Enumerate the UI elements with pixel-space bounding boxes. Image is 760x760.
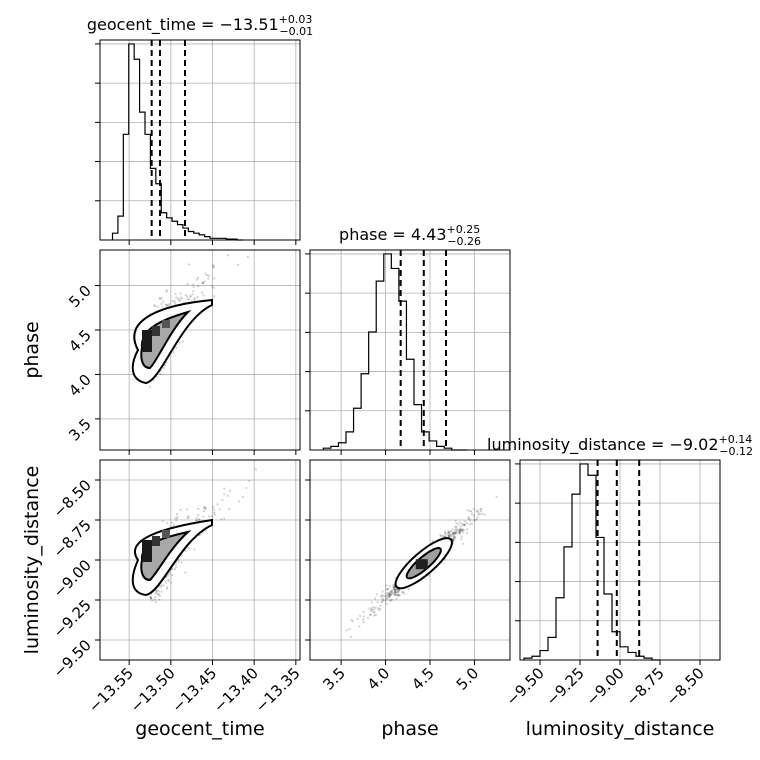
x-tick-label: −9.00 — [583, 664, 628, 709]
panel-frame — [309, 249, 511, 451]
x-tick-label: −9.50 — [503, 664, 548, 709]
y-tick-label: 3.5 — [65, 415, 95, 445]
y-tick-label: 4.5 — [65, 326, 95, 356]
histogram-geocent_time — [111, 43, 243, 241]
x-tick-label: −8.75 — [623, 664, 668, 709]
y-tick-label: −8.50 — [50, 476, 95, 521]
hist-panel-geocent_time — [95, 39, 301, 245]
x-axis-label-geocent_time: geocent_time — [135, 718, 264, 740]
density-block — [152, 536, 160, 546]
y-tick-label: 5.0 — [65, 282, 95, 312]
x-axis-label-phase: phase — [381, 718, 438, 740]
title-luminosity_distance: luminosity_distance = −9.02+0.14 −0.12 — [487, 433, 753, 458]
y-tick-label: −9.00 — [50, 556, 95, 601]
x-tick-label: 4.0 — [364, 664, 394, 694]
panel-frame — [519, 459, 721, 661]
x-tick-label: −13.40 — [210, 664, 262, 716]
panel-frame — [309, 459, 511, 661]
histogram-phase — [322, 253, 467, 451]
x-tick-label: −13.45 — [168, 664, 220, 716]
histogram-luminosity_distance — [523, 463, 660, 661]
x-tick-label: 4.5 — [408, 664, 438, 694]
density-peak — [142, 540, 152, 562]
panel-frame — [99, 39, 301, 241]
y-tick-label: −9.25 — [50, 596, 95, 641]
density-block — [162, 320, 170, 328]
y-axis-label-phase: phase — [21, 321, 43, 378]
title-phase: phase = 4.43+0.25 −0.26 — [339, 223, 481, 248]
y-tick-label: −8.75 — [50, 516, 95, 561]
hist-panel-phase — [305, 249, 511, 455]
scatter-panel-phase-vs-luminosity_distance — [305, 459, 511, 665]
hist-panel-luminosity_distance — [515, 459, 721, 665]
density-peak — [415, 559, 428, 570]
title-geocent_time: geocent_time = −13.51+0.03 −0.01 — [87, 13, 313, 38]
y-tick-label: 4.0 — [65, 371, 95, 401]
y-tick-label: −9.50 — [50, 636, 95, 681]
scatter-panel-geocent_time-vs-luminosity_distance — [95, 459, 301, 665]
x-tick-label: 3.5 — [319, 664, 349, 694]
panel-frame — [99, 249, 301, 451]
density-peak — [142, 330, 152, 352]
x-axis-label-luminosity_distance: luminosity_distance — [526, 718, 715, 740]
x-tick-label: −8.50 — [663, 664, 708, 709]
x-tick-label: −9.25 — [543, 664, 588, 709]
x-tick-label: 5.0 — [453, 664, 483, 694]
x-tick-label: −13.55 — [85, 664, 137, 716]
density-block — [162, 530, 170, 538]
density-block — [152, 326, 160, 336]
x-tick-label: −13.35 — [252, 664, 304, 716]
panel-frame — [99, 459, 301, 661]
x-tick-label: −13.50 — [127, 664, 179, 716]
scatter-panel-geocent_time-vs-phase — [95, 249, 301, 455]
y-axis-label-luminosity_distance: luminosity_distance — [21, 466, 43, 655]
